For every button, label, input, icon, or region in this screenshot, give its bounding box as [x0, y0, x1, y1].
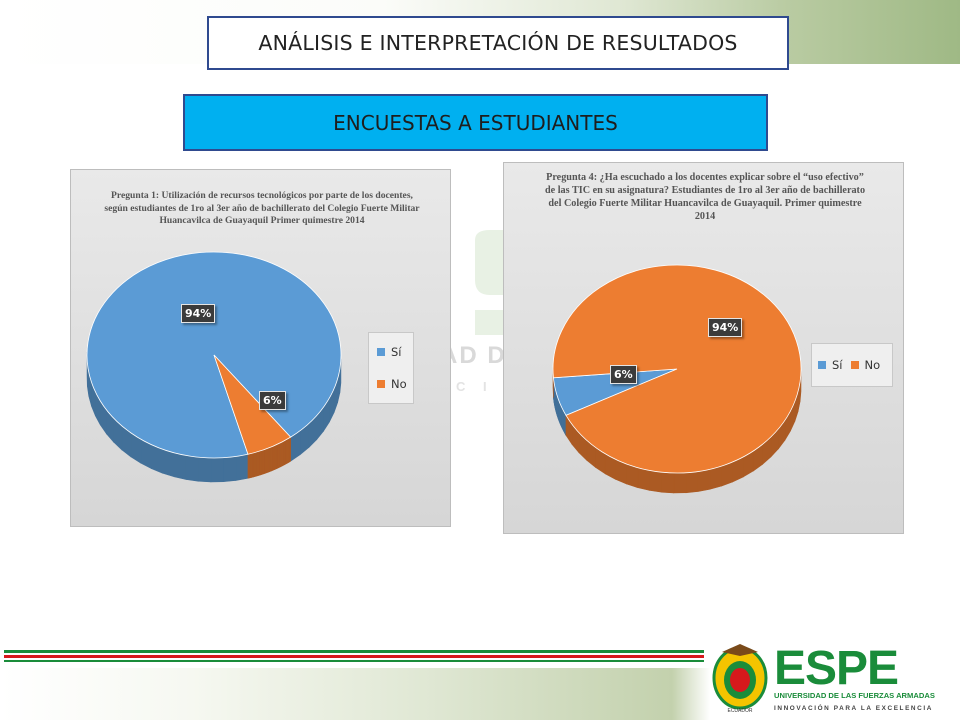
legend-item-si: Sí: [818, 358, 843, 372]
pie-side-No: [709, 465, 722, 490]
pie-side-No: [661, 471, 675, 494]
legend-label-no: No: [864, 358, 881, 372]
pie-side-No: [685, 471, 699, 494]
legend-swatch-no: [377, 380, 385, 388]
footer-line-red: [4, 655, 704, 658]
legend-label-si: Sí: [832, 358, 843, 372]
legend-item-si: Sí: [377, 345, 413, 359]
logo-wordmark: ESPE: [774, 642, 898, 695]
chart-pregunta-4: Pregunta 4: ¿Ha escuchado a los docentes…: [503, 162, 904, 534]
footer-gradient-band: [0, 668, 960, 720]
seal-text: ECUADOR: [727, 708, 752, 714]
legend-swatch-no: [850, 361, 859, 369]
data-label-no: 6%: [259, 391, 286, 410]
pie-slice-No: [552, 264, 802, 474]
pie-side-Sí: [223, 456, 237, 483]
legend-swatch-si: [818, 361, 826, 369]
logo-line-1: UNIVERSIDAD DE LAS FUERZAS ARMADAS: [774, 691, 935, 700]
pie-side-No: [649, 470, 662, 493]
slide-subtitle: ENCUESTAS A ESTUDIANTES: [183, 94, 768, 151]
legend-item-no: No: [850, 358, 881, 372]
logo-line-2: INNOVACIÓN PARA LA EXCELENCIA: [774, 703, 933, 712]
pie-side-Sí: [173, 452, 187, 480]
pie-side-Sí: [185, 455, 199, 482]
pie-chart-2: [552, 264, 802, 494]
legend-item-no: No: [377, 377, 413, 391]
pie-side-No: [637, 467, 650, 491]
chart-legend: Sí No: [368, 332, 414, 404]
espe-logo: ECUADOR ESPE UNIVERSIDAD DE LAS FUERZAS …: [712, 642, 935, 714]
pie-side-No: [697, 468, 711, 492]
chart-title: Pregunta 4: ¿Ha escuchado a los docentes…: [544, 172, 866, 222]
ecuador-seal-icon: ECUADOR: [712, 644, 768, 714]
legend-label-si: Sí: [391, 345, 402, 359]
slide-title: ANÁLISIS E INTERPRETACIÓN DE RESULTADOS: [207, 16, 789, 70]
chart-title: Pregunta 1: Utilización de recursos tecn…: [104, 190, 420, 226]
pie-side-No: [673, 472, 687, 494]
pie-side-Sí: [162, 448, 175, 478]
footer-line-green: [4, 650, 704, 653]
legend-label-no: No: [391, 377, 407, 391]
chart-pregunta-1: Pregunta 1: Utilización de recursos tecn…: [70, 169, 451, 527]
data-label-si: 94%: [181, 304, 216, 323]
footer-line-green-2: [4, 660, 704, 662]
pie-side-Sí: [235, 453, 249, 481]
chart-legend: Sí No: [811, 343, 893, 387]
pie-side-No: [247, 453, 250, 479]
pie-side-Sí: [198, 456, 212, 483]
data-label-no: 94%: [708, 318, 743, 337]
legend-swatch-si: [377, 348, 385, 356]
pie-slice-No: [213, 354, 292, 455]
pie-side-Sí: [210, 457, 224, 483]
data-label-si: 6%: [610, 365, 637, 384]
